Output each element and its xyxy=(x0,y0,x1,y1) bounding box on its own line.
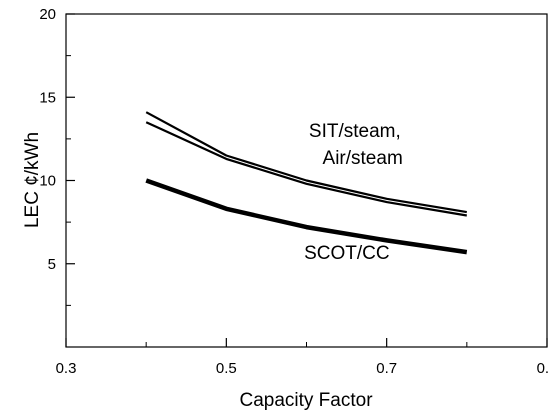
y-tick-label: 20 xyxy=(39,6,56,23)
x-minor-ticks xyxy=(145,342,468,347)
annotations: SIT/steam, Air/steam SCOT/CC xyxy=(304,121,403,264)
series-line-1 xyxy=(145,111,467,214)
x-tick-label: 0.3 xyxy=(56,360,77,377)
y-axis-ticks: 5 10 15 20 xyxy=(39,6,75,273)
x-tick-label: 0.7 xyxy=(376,360,397,377)
y-tick-label: 15 xyxy=(39,89,56,106)
y-tick-label: 5 xyxy=(48,256,56,273)
series-annotation: Air/steam xyxy=(323,148,403,169)
y-minor-ticks xyxy=(66,55,71,306)
y-tick-label: 10 xyxy=(39,173,56,190)
series-line-3 xyxy=(145,178,468,255)
y-axis-title: LEC ¢/kWh xyxy=(22,132,43,228)
series-annotation: SIT/steam, xyxy=(309,121,401,142)
series-annotation: SCOT/CC xyxy=(304,243,390,264)
series-line-2 xyxy=(145,121,467,217)
x-tick-label: 0.9 xyxy=(537,360,549,377)
series-group xyxy=(145,111,468,255)
x-tick-label: 0.5 xyxy=(216,360,237,377)
x-axis-title: Capacity Factor xyxy=(239,390,373,411)
x-axis-ticks: 0.3 0.5 0.7 0.9 xyxy=(56,338,549,377)
